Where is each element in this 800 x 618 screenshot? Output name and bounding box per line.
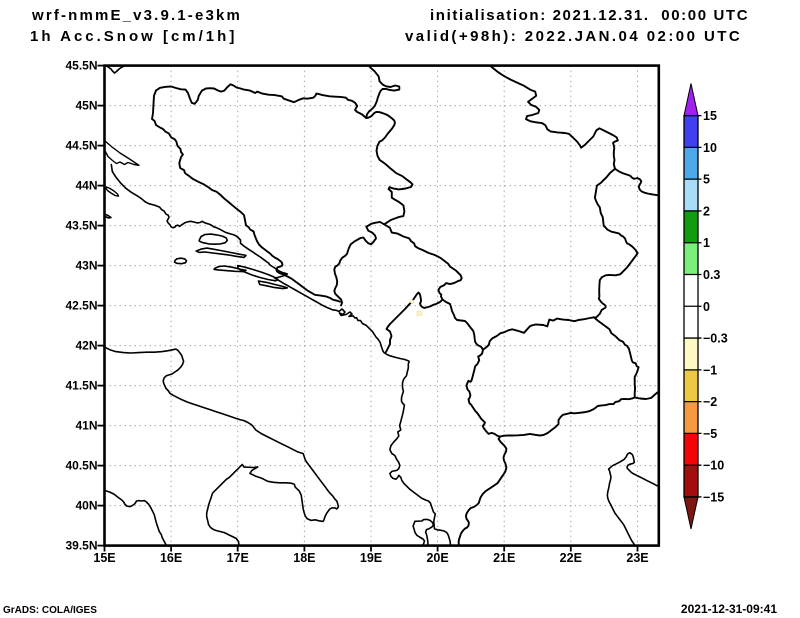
svg-text:16E: 16E xyxy=(160,551,182,565)
svg-text:41.5N: 41.5N xyxy=(65,379,97,393)
svg-text:0: 0 xyxy=(703,300,710,314)
svg-text:−0.3: −0.3 xyxy=(703,332,728,346)
svg-text:21E: 21E xyxy=(493,551,515,565)
svg-text:45N: 45N xyxy=(75,99,97,113)
svg-text:−5: −5 xyxy=(703,427,717,441)
svg-text:−2: −2 xyxy=(703,395,717,409)
svg-text:42N: 42N xyxy=(75,339,97,353)
svg-text:valid(+98h): 2022.JAN.04 02:00: valid(+98h): 2022.JAN.04 02:00 UTC xyxy=(405,28,742,45)
svg-text:40N: 40N xyxy=(75,499,97,513)
svg-text:0.3: 0.3 xyxy=(703,268,720,282)
svg-text:17E: 17E xyxy=(227,551,249,565)
svg-text:18E: 18E xyxy=(293,551,315,565)
svg-text:43.5N: 43.5N xyxy=(65,219,97,233)
svg-text:wrf-nmmE_v3.9.1-e3km: wrf-nmmE_v3.9.1-e3km xyxy=(31,7,242,24)
svg-text:20E: 20E xyxy=(426,551,448,565)
svg-text:15E: 15E xyxy=(93,551,115,565)
svg-text:22E: 22E xyxy=(560,551,582,565)
svg-text:1: 1 xyxy=(703,236,710,250)
svg-text:−1: −1 xyxy=(703,363,717,377)
svg-text:39.5N: 39.5N xyxy=(65,539,97,553)
svg-text:19E: 19E xyxy=(360,551,382,565)
svg-text:44.5N: 44.5N xyxy=(65,139,97,153)
svg-text:2: 2 xyxy=(703,204,710,218)
svg-text:42.5N: 42.5N xyxy=(65,299,97,313)
svg-text:44N: 44N xyxy=(75,179,97,193)
svg-text:10: 10 xyxy=(703,141,717,155)
svg-text:−15: −15 xyxy=(703,490,724,504)
svg-text:5: 5 xyxy=(703,173,710,187)
svg-text:41N: 41N xyxy=(75,419,97,433)
svg-text:−10: −10 xyxy=(703,459,724,473)
svg-text:GrADS: COLA/IGES: GrADS: COLA/IGES xyxy=(3,605,97,616)
svg-text:1h Acc.Snow [cm/1h]: 1h Acc.Snow [cm/1h] xyxy=(30,28,237,45)
svg-text:initialisation: 2021.12.31. 0: initialisation: 2021.12.31. 00:00 UTC xyxy=(430,7,749,24)
svg-text:2021-12-31-09:41: 2021-12-31-09:41 xyxy=(681,602,777,616)
svg-text:23E: 23E xyxy=(626,551,648,565)
svg-text:43N: 43N xyxy=(75,259,97,273)
svg-text:15: 15 xyxy=(703,109,717,123)
svg-text:40.5N: 40.5N xyxy=(65,459,97,473)
svg-text:45.5N: 45.5N xyxy=(65,59,97,73)
